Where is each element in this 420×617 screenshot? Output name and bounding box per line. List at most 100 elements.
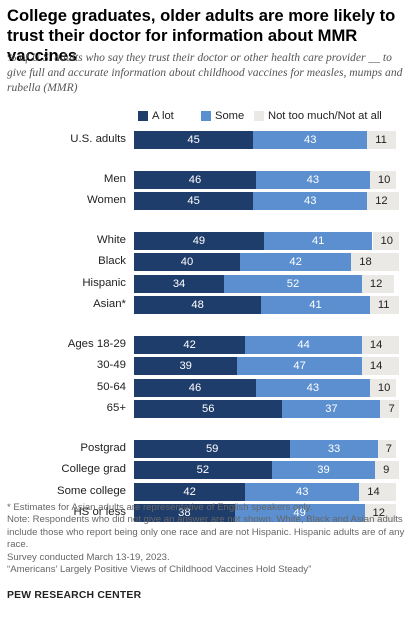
data-label-alot-postgrad: 59 [205,442,219,455]
bar-nottoo-ages-18-29: 14 [361,335,399,354]
data-label-nottoo-u-s-adults: 11 [375,134,387,146]
data-label-alot-asian: 48 [191,299,204,311]
category-label-30-49: 30-49 [96,359,126,371]
bar-alot-white: 49 [134,231,264,250]
bar-alot-college-grad: 52 [134,461,272,479]
data-label-alot-hispanic: 34 [172,277,186,290]
legend-swatch-not-too-much [254,111,264,121]
bar-alot-asian: 48 [134,296,262,314]
bar-some-u-s-adults: 43 [253,131,368,149]
bar-nottoo-65: 7 [380,400,399,418]
bar-nottoo-white: 10 [372,231,399,250]
source-credit: PEW RESEARCH CENTER [7,590,142,601]
bar-alot-65: 56 [134,400,283,418]
bar-nottoo-college-grad: 9 [375,461,399,479]
chart-notes: * Estimates for Asian adults are represe… [7,502,417,576]
chart-title: College graduates, older adults are more… [7,6,396,65]
bar-nottoo-asian: 11 [369,296,399,314]
data-label-alot-black: 40 [180,256,194,268]
data-label-alot-white: 49 [192,234,206,247]
data-label-alot-some-college: 42 [183,485,196,498]
data-label-some-ages-18-29: 44 [297,338,310,351]
data-label-some-65: 37 [325,403,338,415]
legend: A lot Some Not too much/Not at all [0,110,420,124]
bar-nottoo-50-64: 10 [369,378,397,397]
data-label-some-men: 43 [306,173,320,186]
bar-nottoo-postgrad: 7 [377,439,397,458]
data-label-alot-hs-or-less: 38 [178,507,191,519]
data-label-nottoo-college-grad: 9 [383,464,390,476]
data-label-alot-men: 46 [188,173,202,186]
category-label-some-college: Some college [56,484,126,497]
data-label-alot-women: 45 [187,195,200,207]
bar-some-asian: 41 [261,296,370,314]
legend-item-a-lot: A lot [138,110,174,122]
bar-some-white: 41 [263,231,373,250]
bar-nottoo-women: 12 [367,192,399,210]
bar-nottoo-u-s-adults: 11 [367,131,397,149]
bar-nottoo-30-49: 14 [361,357,399,375]
bar-nottoo-hs-or-less: 12 [364,504,397,522]
data-label-some-white: 41 [311,234,325,247]
data-label-nottoo-ages-18-29: 14 [369,338,383,351]
bar-some-college-grad: 39 [271,461,376,479]
legend-item-some: Some [201,110,244,122]
bar-alot-men: 46 [134,170,256,189]
bar-alot-women: 45 [134,192,254,210]
note-survey-dates: Survey conducted March 13-19, 2023. [7,551,170,563]
category-label-black: Black [98,255,126,267]
bar-nottoo-hispanic: 12 [361,274,394,293]
data-label-nottoo-50-64: 10 [377,381,391,394]
data-label-some-women: 43 [303,195,317,207]
data-label-nottoo-women: 12 [375,195,388,207]
bar-alot-hispanic: 34 [134,274,225,293]
data-label-alot-u-s-adults: 45 [187,134,200,146]
data-label-some-30-49: 47 [293,360,306,372]
legend-label-not-too-much: Not too much/Not at all [268,110,382,122]
data-label-some-college-grad: 39 [317,464,330,476]
category-label-white: White [96,233,126,246]
category-label-50-64: 50-64 [96,380,126,393]
bar-alot-30-49: 39 [134,357,238,375]
bar-some-65: 37 [282,400,381,418]
category-label-women: Women [86,194,126,206]
data-label-alot-50-64: 46 [188,381,202,394]
data-label-nottoo-men: 10 [377,173,391,186]
category-label-men: Men [103,172,126,185]
data-label-nottoo-asian: 11 [377,299,390,311]
bar-some-black: 42 [240,253,352,271]
bar-some-postgrad: 33 [290,439,378,458]
data-label-nottoo-black: 18 [359,256,372,268]
bar-some-50-64: 43 [255,378,370,397]
data-label-some-hs-or-less: 49 [293,507,306,519]
data-label-nottoo-postgrad: 7 [385,442,393,455]
data-label-some-black: 42 [289,256,302,268]
legend-label-some: Some [215,110,245,122]
bar-alot-ages-18-29: 42 [134,335,246,354]
note-respondents: Note: Respondents who did not give an an… [7,514,405,551]
category-label-ages-18-29: Ages 18-29 [67,337,126,350]
data-label-nottoo-hs-or-less: 12 [372,507,385,519]
bar-alot-black: 40 [134,253,240,271]
legend-label-a-lot: A lot [152,110,174,122]
data-label-some-u-s-adults: 43 [303,134,317,146]
data-label-some-50-64: 43 [306,381,320,394]
bar-nottoo-some-college: 14 [359,482,397,501]
data-label-some-hispanic: 52 [286,277,300,290]
category-label-asian: Asian* [93,298,126,310]
bar-alot-postgrad: 59 [134,439,291,458]
note-report-title: “Americans’ Largely Positive Views of Ch… [7,564,312,576]
category-label-college-grad: College grad [61,463,126,475]
chart-subtitle: % of U.S. adults who say they trust thei… [7,51,403,94]
bar-some-ages-18-29: 44 [245,335,362,354]
bar-nottoo-men: 10 [369,170,397,189]
data-label-some-some-college: 43 [296,485,309,498]
bar-alot-hs-or-less: 38 [134,504,235,522]
category-label-hispanic: Hispanic [82,276,126,289]
legend-swatch-some [201,111,211,121]
bar-some-hispanic: 52 [224,274,362,293]
bar-some-men: 43 [255,170,370,189]
data-label-alot-65: 56 [201,403,215,415]
bar-some-women: 43 [253,192,368,210]
category-label-postgrad: Postgrad [80,441,126,454]
